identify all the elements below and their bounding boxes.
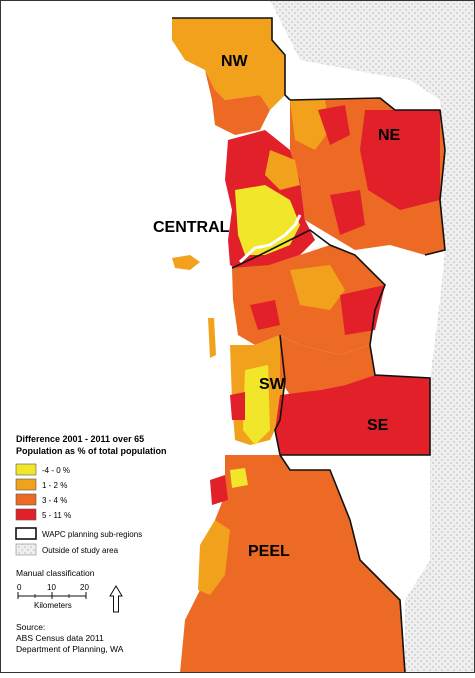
peel-orange-coast [198, 520, 230, 595]
scale-tick-10: 10 [47, 583, 56, 592]
legend-label-boundary: WAPC planning sub-regions [42, 530, 142, 539]
legend-title-line1: Difference 2001 - 2011 over 65 [16, 434, 144, 444]
central-river [238, 214, 302, 264]
scale-tick-20: 20 [80, 583, 89, 592]
legend: Difference 2001 - 2011 over 65 Populatio… [15, 434, 167, 556]
scale-bar: Manual classification 0 10 20 Kilometers [16, 568, 95, 610]
region-label-ne: NE [378, 127, 401, 144]
legend-title-line2: Population as % of total population [16, 446, 167, 456]
wapc-boundaries [172, 17, 446, 674]
source-line2: ABS Census data 2011 [16, 633, 104, 643]
island-garden [208, 318, 216, 358]
legend-swatch-1 [15, 463, 37, 476]
legend-label-2: 1 - 2 % [42, 481, 67, 490]
source-line1: Source: [16, 622, 45, 632]
legend-label-outside: Outside of study area [42, 546, 119, 555]
middle-red-patch-2 [250, 300, 280, 330]
legend-label-1: -4 - 0 % [42, 466, 70, 475]
legend-swatch-outside [15, 543, 37, 556]
outside-study-area [270, 0, 475, 673]
legend-swatch-3 [15, 493, 37, 506]
legend-swatch-4 [15, 508, 37, 521]
legend-label-3: 3 - 4 % [42, 496, 67, 505]
central-orange-patch [265, 150, 300, 190]
legend-label-4: 5 - 11 % [42, 511, 71, 520]
ne-red-patch-2 [330, 190, 365, 235]
sw-red-patch [230, 392, 245, 420]
region-label-se: SE [367, 417, 389, 434]
region-label-nw: NW [221, 53, 249, 70]
nw-coastal-strip [205, 70, 270, 135]
island-rottnest [172, 255, 200, 270]
region-label-sw: SW [259, 376, 286, 393]
scale-tick-0: 0 [17, 583, 22, 592]
region-label-peel: PEEL [248, 543, 290, 560]
ne-red-patch [318, 105, 350, 145]
north-arrow-icon [109, 585, 123, 613]
peel-yellow-patch [230, 468, 248, 488]
region-peel [180, 455, 405, 673]
middle-orange-patch [290, 265, 345, 310]
region-nw [172, 18, 285, 110]
region-east-band [280, 335, 375, 395]
ne-red-block [360, 110, 440, 210]
legend-swatch-boundary [15, 527, 37, 540]
sw-yellow-strip [243, 365, 270, 445]
scale-classification: Manual classification [16, 568, 95, 578]
scale-unit: Kilometers [34, 601, 72, 610]
region-se [275, 375, 430, 455]
source-line3: Department of Planning, WA [16, 644, 124, 654]
legend-swatch-2 [15, 478, 37, 491]
region-label-central: CENTRAL [153, 219, 230, 236]
peel-red-patch [210, 475, 228, 505]
